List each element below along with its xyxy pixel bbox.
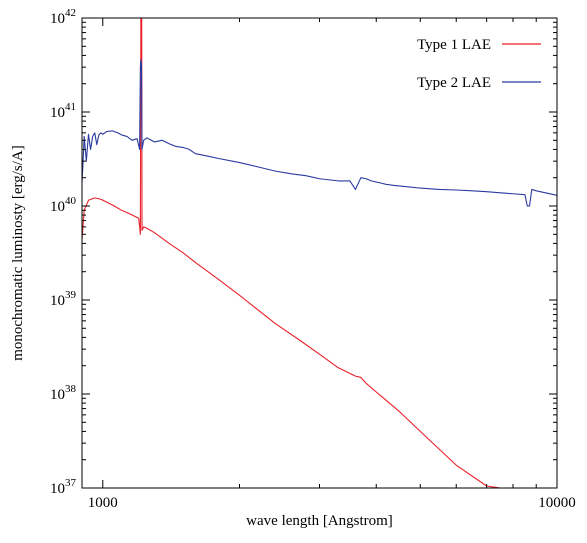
series-line-1	[82, 18, 513, 488]
series-layer	[82, 18, 557, 488]
legend: Type 1 LAE Type 2 LAE	[417, 37, 541, 91]
legend-label-2: Type 2 LAE	[417, 75, 491, 91]
ticks-layer	[81, 17, 558, 489]
legend-label-1: Type 1 LAE	[417, 37, 491, 53]
x-tick-label: 10000	[538, 495, 576, 511]
y-tick-label: 1042	[50, 7, 76, 27]
x-axis-label: wave length [Angstrom]	[246, 513, 393, 529]
y-tick-label: 1039	[50, 289, 77, 309]
y-tick-label: 1040	[50, 195, 77, 215]
x-tick-label: 1000	[88, 495, 118, 511]
y-axis-label: monochromatic luminosty [erg/s/A]	[10, 145, 26, 361]
y-tick-label: 1038	[50, 383, 77, 403]
series-line-2	[82, 59, 557, 207]
y-tick-label: 1041	[50, 101, 76, 121]
y-tick-label: 1037	[50, 477, 77, 497]
tick-labels-layer: 1000 10000 1037 1038 1039 1040 1041 1042	[50, 7, 576, 511]
